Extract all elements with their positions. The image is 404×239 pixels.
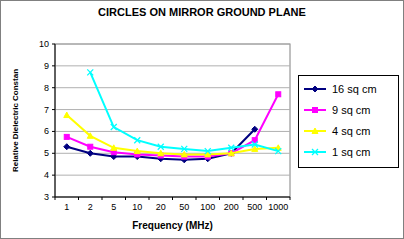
marker <box>158 150 164 156</box>
series-line <box>67 129 255 160</box>
y-tick-label: 9 <box>44 61 49 71</box>
marker <box>87 133 93 139</box>
marker <box>228 150 234 156</box>
marker <box>88 144 93 149</box>
legend-label: 1 sq cm <box>332 146 371 158</box>
x-tick-label: 20 <box>156 202 166 212</box>
marker <box>87 69 93 75</box>
x-tick <box>196 197 197 200</box>
y-tick-label: 7 <box>44 105 49 115</box>
marker <box>275 148 281 154</box>
marker <box>64 134 69 139</box>
marker <box>64 144 70 150</box>
marker <box>276 92 281 97</box>
marker <box>228 145 234 151</box>
marker <box>205 151 211 157</box>
y-tick-label: 10 <box>39 39 49 49</box>
x-tick <box>55 197 56 200</box>
marker <box>134 148 140 154</box>
x-tick-label: 1 <box>64 202 69 212</box>
x-tick-label: 200 <box>224 202 239 212</box>
x-tick <box>78 197 79 200</box>
marker <box>181 151 187 157</box>
x-tick-label: 2 <box>88 202 93 212</box>
marker <box>181 146 187 152</box>
legend-label: 16 sq cm <box>332 83 377 95</box>
x-axis-label: Frequency (MHz) <box>132 220 213 231</box>
marker <box>87 150 93 156</box>
chart-border <box>1 1 404 239</box>
grid-line <box>55 44 290 45</box>
legend-marker <box>312 86 318 92</box>
x-tick <box>102 197 103 200</box>
x-tick <box>149 197 150 200</box>
legend <box>299 76 399 168</box>
grid-line <box>55 65 290 66</box>
marker <box>252 126 258 132</box>
marker <box>228 150 234 156</box>
y-tick-label: 8 <box>44 83 49 93</box>
legend-marker <box>313 108 318 113</box>
x-tick-label: 5 <box>111 202 116 212</box>
title: CIRCLES ON MIRROR GROUND PLANE <box>98 6 306 18</box>
series-line <box>90 72 278 151</box>
x-tick <box>172 197 173 200</box>
chart: CIRCLES ON MIRROR GROUND PLANE 3 4 5 6 7 8 9 10 1… <box>0 0 404 239</box>
marker <box>205 148 211 154</box>
x-tick <box>125 197 126 200</box>
marker <box>111 145 117 151</box>
x-tick-label: 50 <box>179 202 189 212</box>
legend-label: 9 sq cm <box>332 104 371 116</box>
marker <box>134 137 140 143</box>
y-tick-label: 5 <box>44 148 49 158</box>
grid-line <box>55 175 290 176</box>
x-tick <box>243 197 244 200</box>
marker <box>252 142 258 148</box>
x-tick-label: 10 <box>132 202 142 212</box>
marker <box>64 112 70 118</box>
series-group <box>64 69 282 162</box>
y-tick-label: 4 <box>44 170 49 180</box>
x-tick <box>219 197 220 200</box>
y-tick-label: 6 <box>44 126 49 136</box>
legend-marker <box>312 149 318 155</box>
legend-label: 4 sq cm <box>332 125 371 137</box>
grid-line <box>55 87 290 88</box>
x-tick-label: 100 <box>200 202 215 212</box>
x-tick <box>290 197 291 200</box>
y-tick-label: 3 <box>44 192 49 202</box>
grid-line <box>55 109 290 110</box>
marker <box>229 151 234 156</box>
marker <box>111 124 117 130</box>
y-axis-label: Relative Dielectric Constan <box>11 69 20 172</box>
x-tick <box>266 197 267 200</box>
marker <box>158 144 164 150</box>
x-tick-label: 1000 <box>268 202 288 212</box>
y-axis <box>55 44 56 197</box>
x-tick-label: 500 <box>247 202 262 212</box>
plot-area <box>55 44 290 197</box>
legend-marker <box>312 128 318 134</box>
